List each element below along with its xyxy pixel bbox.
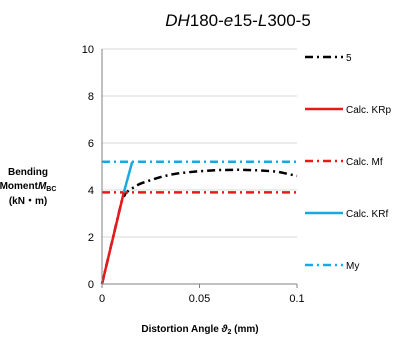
legend-label: Calc. Mf bbox=[346, 157, 383, 168]
y-tick-label: 6 bbox=[88, 138, 94, 150]
chart-title: DH180-e15-L300-5 bbox=[165, 11, 311, 30]
x-tick-label: 0.1 bbox=[289, 293, 304, 305]
x-tick-label: 0 bbox=[99, 293, 105, 305]
legend-label: Calc. KRp bbox=[346, 105, 391, 116]
legend-label: 5 bbox=[346, 53, 352, 64]
y-tick-label: 10 bbox=[82, 44, 94, 56]
y-tick-labels: 0 2 4 6 8 10 bbox=[82, 44, 94, 291]
y-tick-label: 4 bbox=[88, 185, 94, 197]
series-line-1 bbox=[100, 192, 126, 285]
y-tick-label: 8 bbox=[88, 91, 94, 103]
legend-label: Calc. KRf bbox=[346, 209, 388, 220]
legend-label: My bbox=[346, 261, 359, 272]
x-tick-labels: 0 0.05 0.1 bbox=[99, 293, 305, 305]
y-axis-label-line1: Bending bbox=[8, 167, 48, 178]
x-tick-label: 0.05 bbox=[189, 293, 210, 305]
grid-lines bbox=[102, 48, 297, 238]
y-tick-label: 0 bbox=[88, 279, 94, 291]
y-axis-label-line2: MomentMBC bbox=[0, 181, 56, 193]
axes bbox=[101, 49, 298, 288]
x-axis-label: Distortion Angle ϑ2 (mm) bbox=[141, 324, 258, 336]
series-lines bbox=[100, 160, 298, 285]
legend: 5 Calc. KRp Calc. Mf Calc. KRf My bbox=[305, 53, 391, 272]
series-line-3 bbox=[122, 161, 134, 193]
y-axis-label-line3: (kN・m) bbox=[9, 196, 47, 207]
series-line-0 bbox=[100, 168, 298, 285]
y-tick-label: 2 bbox=[88, 232, 94, 244]
